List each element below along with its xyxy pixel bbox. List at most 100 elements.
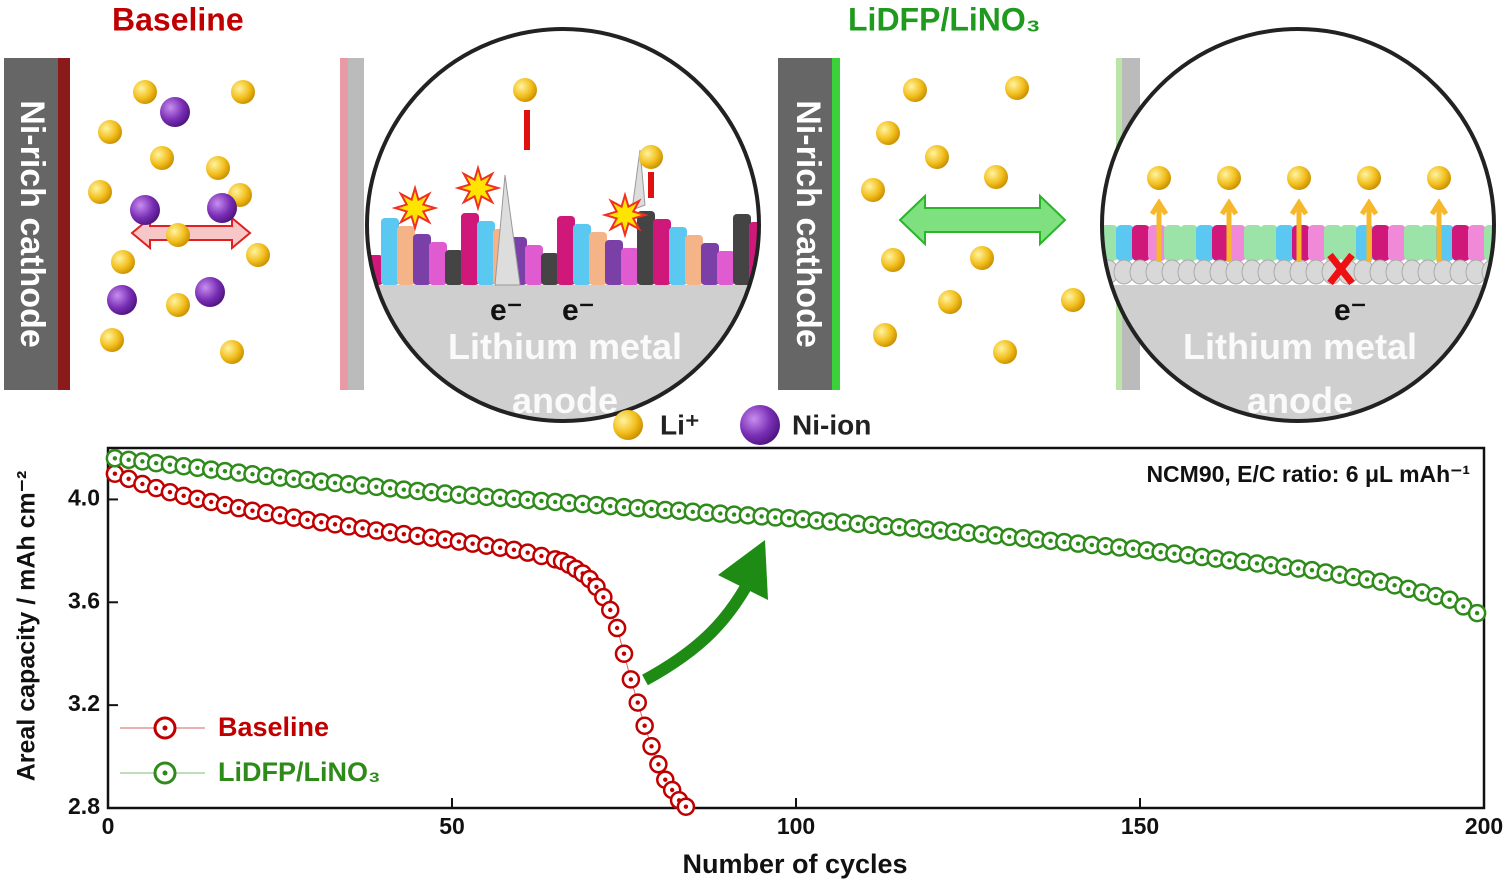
x-tick-label: 100 xyxy=(777,813,815,839)
li-ion xyxy=(993,340,1017,364)
li-ion xyxy=(98,120,122,144)
cathode-label: Ni-rich cathode xyxy=(13,100,51,347)
li-ion xyxy=(1357,166,1381,190)
marker-dot xyxy=(1241,559,1246,565)
plot-frame xyxy=(106,446,1486,810)
sei-grain xyxy=(1132,225,1150,261)
marker-dot xyxy=(429,535,434,540)
marker-dot xyxy=(704,510,709,515)
ni-ion xyxy=(107,285,137,315)
sei-inner xyxy=(1498,260,1508,284)
marker-dot xyxy=(883,523,888,529)
marker-dot xyxy=(814,518,819,523)
marker-dot xyxy=(1268,563,1273,568)
annotation: NCM90, E/C ratio: 6 μL mAh⁻¹ xyxy=(1146,461,1470,487)
marker-dot xyxy=(209,499,214,505)
li-ion xyxy=(984,165,1008,189)
left-title: Baseline xyxy=(112,1,244,37)
anode-text: Lithium metal anode xyxy=(1182,326,1418,421)
sei-grain xyxy=(1500,225,1508,261)
li-ion xyxy=(639,145,663,169)
sei-grain xyxy=(1484,225,1493,261)
marker-dot xyxy=(1089,542,1095,548)
marker-dot xyxy=(484,543,489,548)
marker-dot xyxy=(553,499,558,505)
marker-dot xyxy=(1309,567,1315,573)
marker-dot xyxy=(614,625,620,631)
marker-dot xyxy=(1117,545,1122,550)
marker-dot xyxy=(1172,551,1177,556)
marker-dot xyxy=(1392,583,1397,588)
marker-dot xyxy=(965,530,971,536)
data-point xyxy=(133,452,152,471)
spark xyxy=(454,164,502,212)
marker-dot xyxy=(470,541,475,546)
marker-dot xyxy=(112,471,118,476)
marker-dot xyxy=(484,494,489,500)
marker-dot xyxy=(264,473,269,479)
cathode-layer xyxy=(58,58,70,390)
marker-dot xyxy=(718,511,723,516)
sei-grain xyxy=(1404,225,1422,261)
data-point xyxy=(642,737,661,756)
marker-dot xyxy=(222,502,228,508)
marker-dot xyxy=(360,483,365,488)
li-ion xyxy=(133,80,157,104)
marker-dot xyxy=(580,501,585,507)
data-point xyxy=(944,522,964,542)
li-ion xyxy=(100,328,124,352)
li-flux-arrow xyxy=(1149,198,1169,262)
li-ion xyxy=(231,80,255,104)
marker-dot xyxy=(1282,564,1287,569)
marker-dot xyxy=(153,460,159,466)
data-point xyxy=(607,618,627,638)
marker-dot xyxy=(656,762,661,767)
li-flux-arrow xyxy=(1429,198,1449,262)
marker-dot xyxy=(1185,553,1191,558)
marker-dot xyxy=(745,513,751,518)
li-flux-arrow xyxy=(1359,198,1379,262)
marker-dot xyxy=(236,505,241,511)
li-ion xyxy=(1147,166,1171,190)
marker-dot xyxy=(1103,544,1108,549)
legend-ni xyxy=(740,405,780,445)
legend-label: Baseline xyxy=(218,712,329,742)
marker-dot xyxy=(236,470,241,475)
marker-dot xyxy=(773,515,778,520)
marker-dot xyxy=(401,531,407,537)
marker-dot xyxy=(277,513,283,518)
marker-dot xyxy=(415,488,420,494)
series-line xyxy=(114,473,687,808)
marker-dot xyxy=(642,723,647,728)
data-point xyxy=(1192,547,1212,567)
marker-dot xyxy=(1433,593,1439,599)
marker-dot xyxy=(126,476,131,482)
data-point xyxy=(325,515,345,534)
anode-text: Lithium metal anode xyxy=(447,326,683,421)
data-point xyxy=(463,534,482,553)
sei-grain xyxy=(605,240,623,285)
marker-dot xyxy=(195,465,200,470)
x-tick-label: 0 xyxy=(102,813,115,839)
cathode-layer xyxy=(832,58,840,390)
sei-grain xyxy=(1180,225,1198,261)
marker-dot xyxy=(360,526,365,531)
data-point xyxy=(1344,567,1363,587)
marker-dot xyxy=(401,487,407,492)
sei-grain xyxy=(1244,225,1262,261)
marker-dot xyxy=(442,537,448,542)
spark xyxy=(391,184,439,232)
data-point xyxy=(422,528,441,547)
marker-dot xyxy=(305,477,310,483)
ni-ion xyxy=(195,277,225,307)
marker-dot xyxy=(209,467,214,472)
marker-dot xyxy=(608,503,613,509)
data-point xyxy=(1440,590,1459,609)
data-point xyxy=(243,464,262,484)
marker-dot xyxy=(167,462,173,467)
marker-dot xyxy=(594,584,599,590)
sei-grain xyxy=(1260,225,1278,261)
double-arrow xyxy=(898,193,1067,247)
marker-dot xyxy=(277,475,283,480)
li-ion xyxy=(903,78,927,102)
